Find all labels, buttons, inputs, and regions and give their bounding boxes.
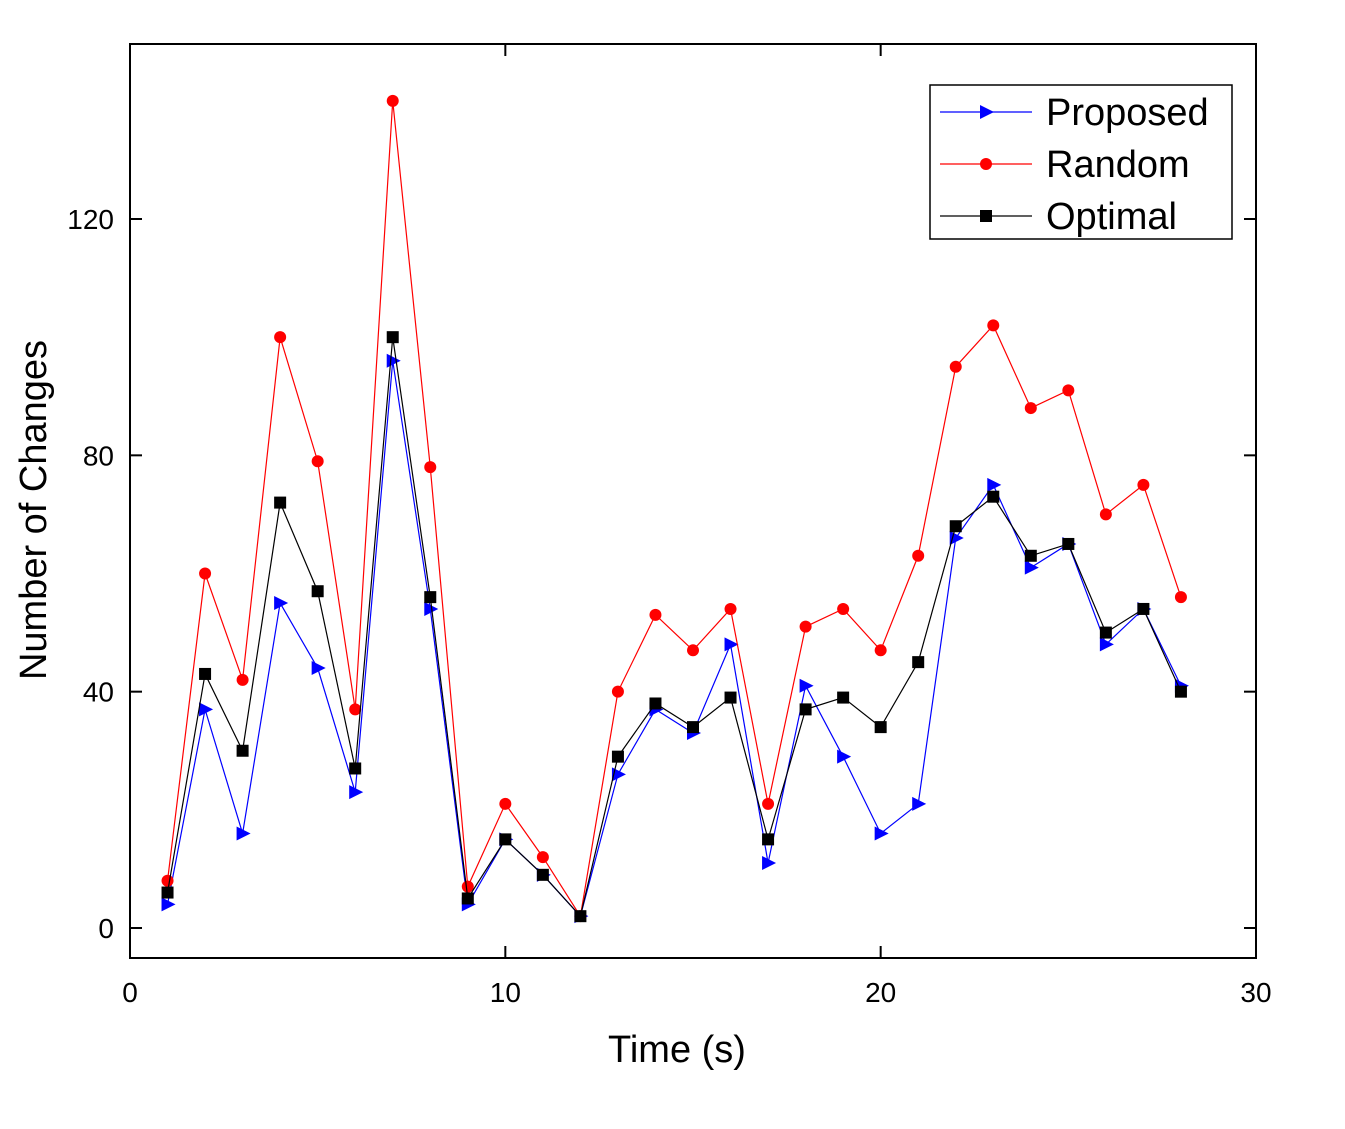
data-point-optimal <box>762 833 775 846</box>
x-axis-title: Time (s) <box>608 1029 746 1071</box>
series-layer <box>161 94 1189 924</box>
data-point-optimal <box>1024 549 1037 562</box>
data-point-proposed <box>724 637 739 652</box>
data-point-random <box>762 797 775 810</box>
data-point-proposed <box>912 796 927 811</box>
data-point-random <box>461 880 474 893</box>
data-point-random <box>349 703 362 716</box>
data-point-random <box>949 360 962 373</box>
data-point-random <box>837 602 850 615</box>
data-point-random <box>874 644 887 657</box>
data-point-random <box>274 331 287 344</box>
data-point-proposed <box>611 767 626 782</box>
data-point-random <box>161 874 174 887</box>
data-point-optimal <box>611 750 624 763</box>
data-point-optimal <box>874 721 887 734</box>
y-tick-label: 40 <box>83 677 114 708</box>
data-point-optimal <box>912 656 925 669</box>
data-point-random <box>1024 402 1037 415</box>
data-point-optimal <box>687 721 699 734</box>
data-point-optimal <box>161 886 174 899</box>
data-point-optimal <box>424 591 437 604</box>
data-point-optimal <box>1137 602 1150 615</box>
y-tick-label: 80 <box>83 440 114 471</box>
data-point-random <box>499 797 512 810</box>
series-line-random <box>166 100 1182 918</box>
data-point-optimal <box>574 910 587 923</box>
legend-label-proposed: Proposed <box>1046 92 1209 134</box>
data-point-optimal <box>799 703 812 716</box>
data-point-optimal <box>649 697 662 710</box>
data-point-optimal <box>837 691 850 704</box>
data-point-optimal <box>987 490 1000 503</box>
data-point-random <box>687 644 699 657</box>
data-point-random <box>724 602 737 615</box>
series-proposed <box>161 353 1189 924</box>
data-point-proposed <box>799 678 814 693</box>
data-point-optimal <box>949 520 962 533</box>
x-tick-label: 0 <box>122 977 138 1008</box>
data-point-optimal <box>199 667 212 680</box>
data-point-optimal <box>349 762 362 775</box>
data-point-random <box>1099 508 1112 521</box>
x-tick-label: 20 <box>865 977 896 1008</box>
legend-label-random: Random <box>1046 144 1190 186</box>
data-point-proposed <box>274 596 289 611</box>
legend-marker-proposed <box>980 105 994 119</box>
data-point-random <box>611 685 624 698</box>
data-point-proposed <box>161 897 176 912</box>
plot-frame <box>129 43 1257 959</box>
data-point-random <box>536 851 549 864</box>
data-point-random <box>311 455 324 468</box>
y-axis-title: Number of Changes <box>13 340 55 680</box>
data-point-random <box>199 567 212 580</box>
data-point-proposed <box>949 531 964 546</box>
data-point-optimal <box>386 331 399 344</box>
data-point-proposed <box>1099 637 1114 652</box>
series-line-optimal <box>166 337 1182 918</box>
data-point-random <box>799 620 812 633</box>
legend: Proposed Random Optimal <box>929 84 1233 240</box>
x-tick-label: 10 <box>490 977 521 1008</box>
series-optimal <box>161 331 1187 923</box>
data-point-random <box>649 608 662 621</box>
axis-ticks: 0 10 20 30 0 40 80 120 <box>67 44 1272 1008</box>
series-line-proposed <box>166 360 1182 918</box>
data-point-optimal <box>461 892 474 905</box>
data-point-random <box>912 549 925 562</box>
legend-marker-optimal <box>980 210 992 222</box>
data-point-random <box>1137 478 1150 491</box>
data-point-proposed <box>1024 560 1039 575</box>
data-point-random <box>1062 384 1075 397</box>
data-point-proposed <box>349 785 364 800</box>
data-point-proposed <box>199 702 214 717</box>
y-tick-label: 0 <box>98 913 114 944</box>
data-point-proposed <box>762 856 777 871</box>
data-point-optimal <box>536 868 549 881</box>
data-point-optimal <box>724 691 737 704</box>
data-point-proposed <box>837 749 852 764</box>
legend-marker-random <box>980 158 992 170</box>
data-point-optimal <box>1174 685 1187 698</box>
data-point-optimal <box>274 496 287 509</box>
data-point-random <box>424 461 437 474</box>
data-point-optimal <box>1062 537 1075 550</box>
x-tick-label: 30 <box>1240 977 1271 1008</box>
data-point-optimal <box>499 833 512 846</box>
data-point-random <box>386 94 399 107</box>
data-point-proposed <box>311 661 326 676</box>
data-point-proposed <box>987 477 1002 492</box>
data-point-random <box>1174 591 1187 604</box>
data-point-optimal <box>236 744 249 757</box>
data-point-proposed <box>236 826 251 841</box>
data-point-optimal <box>311 585 324 598</box>
data-point-random <box>987 319 1000 332</box>
data-point-optimal <box>1099 626 1112 639</box>
data-point-proposed <box>874 826 889 841</box>
legend-label-optimal: Optimal <box>1046 196 1177 238</box>
y-tick-label: 120 <box>67 204 114 235</box>
data-point-random <box>236 673 249 686</box>
